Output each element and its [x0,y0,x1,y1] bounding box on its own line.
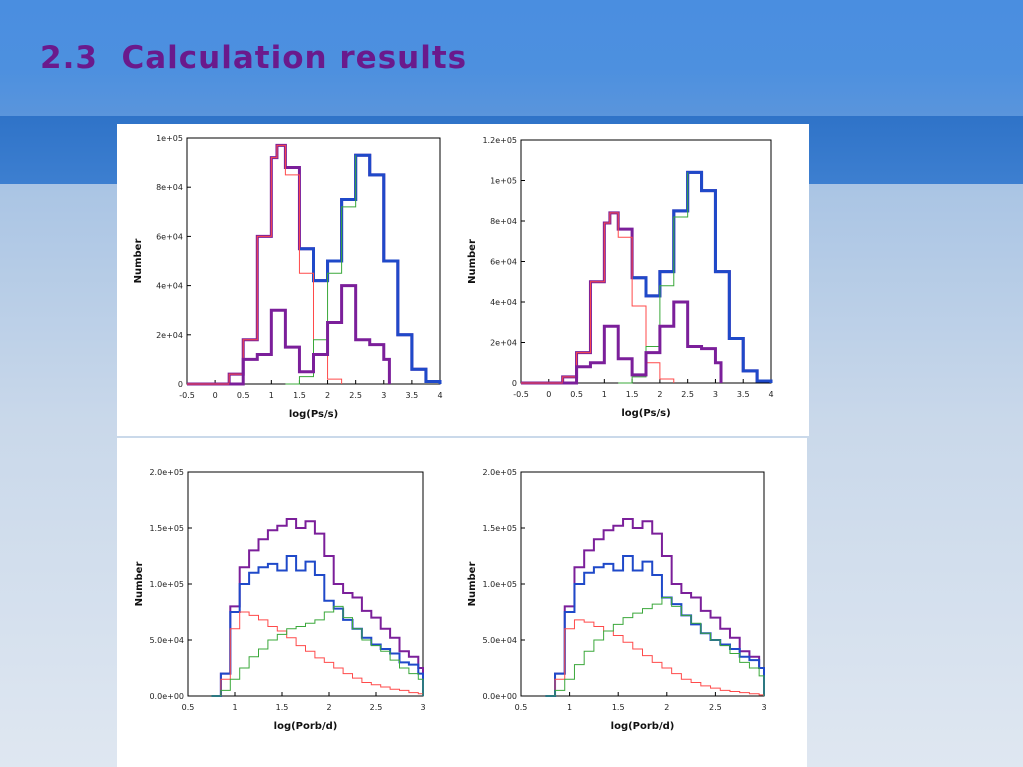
x-tick-label: 1.5 [612,703,625,712]
y-tick-label: 1.5e+05 [482,524,517,533]
x-tick-label: 4 [768,390,773,399]
chart-porb-left: 0.5 1 1.5 2 2.5 3 0.0e+00 5.0e+04 1.0e+05 1.5e+05… [134,468,426,732]
series-green-line [211,605,424,697]
series-blue-line [211,555,424,697]
header-band [0,0,1023,116]
y-tick-label: 0 [178,380,183,389]
y-tick-label: 8e+04 [490,217,517,226]
chart-ps-left: -0.5 0 0.5 1 1.5 2 2.5 3 3.5 4 0 2e+04 4e+04 6e+04 8e+… [133,134,443,420]
y-tick-label: 6e+04 [156,232,183,241]
y-tick-label: 2e+04 [156,331,183,340]
y-tick-label: 5.0e+04 [482,636,517,645]
y-axis-label: Number [134,562,145,607]
x-axis-label: log(Porb/d) [611,721,675,732]
y-tick-label: 2.0e+05 [482,468,517,477]
y-axis-label: Number [467,562,478,607]
x-tick-label: 2.5 [681,390,694,399]
plot-frame [520,471,765,697]
x-tick-label: 3.5 [737,390,750,399]
x-tick-label: 4 [437,391,442,400]
y-tick-label: 5.0e+04 [149,636,184,645]
x-tick-label: 1 [232,703,237,712]
y-tick-label: 1.0e+05 [482,580,517,589]
y-tick-label: 1.5e+05 [149,524,184,533]
x-tick-label: 2 [325,391,330,400]
x-tick-label: 2.5 [709,703,722,712]
chart-porb-right: 0.5 1 1.5 2 2.5 3 0.0e+00 5.0e+04 1.0e+05 1.5e+05… [467,468,767,732]
x-tick-label: 2 [664,703,669,712]
x-tick-label: -0.5 [179,391,195,400]
x-tick-label: 3 [420,703,425,712]
y-tick-label: 0.0e+00 [149,692,184,701]
y-tick-label: 1.2e+05 [482,136,517,145]
y-tick-label: 1e+05 [490,177,517,186]
y-tick-label: 8e+04 [156,183,183,192]
series-green-line [285,155,357,385]
series-red-line [187,144,343,385]
y-tick-label: 2e+04 [490,339,517,348]
x-tick-label: 3 [761,703,766,712]
x-axis-label: log(Porb/d) [274,721,338,732]
x-tick-label: 2 [326,703,331,712]
series-red-line [521,212,675,384]
x-tick-label: 1.5 [293,391,306,400]
x-tick-label: 1 [602,390,607,399]
y-tick-label: 0 [512,379,517,388]
series-purple-line [545,518,765,697]
series-red-line [545,619,765,697]
y-axis-label: Number [467,239,478,284]
x-tick-label: 1.5 [276,703,289,712]
y-tick-label: 1.0e+05 [149,580,184,589]
x-tick-label: 3 [381,391,386,400]
x-tick-label: 0.5 [570,390,583,399]
plot-frame [187,471,424,697]
y-tick-label: 4e+04 [156,282,183,291]
series-blue-line [545,555,765,697]
y-tick-label: 0.0e+00 [482,692,517,701]
x-axis-label: log(Ps/s) [621,408,670,419]
y-tick-label: 6e+04 [490,258,517,267]
series-purple-line [562,300,723,385]
x-tick-label: 3 [713,390,718,399]
bottom-figure-panel [117,438,807,767]
x-tick-label: 1 [269,391,274,400]
x-tick-label: 0.5 [237,391,250,400]
y-tick-label: 2.0e+05 [149,468,184,477]
x-axis-label: log(Ps/s) [289,409,338,420]
series-green-line [545,596,765,697]
x-tick-label: 0.5 [182,703,195,712]
x-tick-label: 0 [546,390,551,399]
x-tick-label: 1.5 [626,390,639,399]
slide-title: 2.3 Calculation results [40,40,468,76]
series-red-line [211,611,424,697]
x-tick-label: 2.5 [349,391,362,400]
series-purple-line [211,518,424,697]
x-tick-label: 0 [213,391,218,400]
y-tick-label: 4e+04 [490,298,517,307]
series-purple-line [229,284,391,386]
y-tick-label: 1e+05 [156,134,183,143]
x-tick-label: 3.5 [406,391,419,400]
x-tick-label: -0.5 [513,390,529,399]
plot-frame [186,137,441,385]
chart-ps-right: -0.5 0 0.5 1 1.5 2 2.5 3 3.5 4 0 2e+04 4e+04 6e+04 8e+… [467,136,774,419]
y-axis-label: Number [133,239,144,284]
x-tick-label: 1 [567,703,572,712]
series-blue-line [299,153,442,384]
x-tick-label: 2.5 [370,703,383,712]
x-tick-label: 0.5 [515,703,528,712]
x-tick-label: 2 [657,390,662,399]
